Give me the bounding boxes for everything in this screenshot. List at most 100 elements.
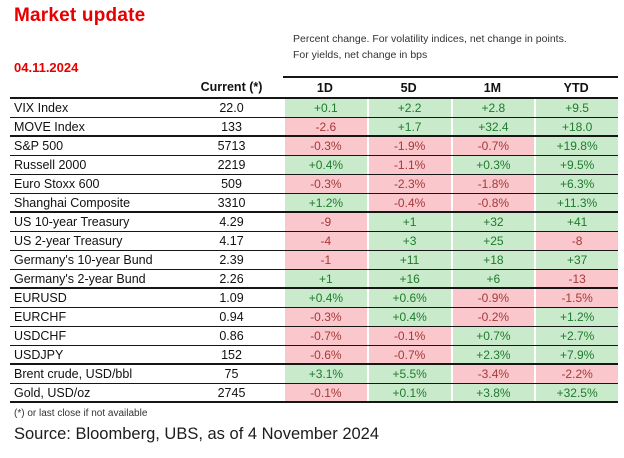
instrument-label: Brent crude, USD/bbl	[14, 367, 133, 381]
change-cell: +41	[534, 213, 618, 231]
instrument-label: Shanghai Composite	[14, 195, 131, 210]
table-row: Shanghai Composite 3310 +1.2% -0.4% -0.8…	[10, 194, 618, 213]
change-cell: -0.1%	[283, 384, 367, 401]
change-cell: -0.7%	[366, 346, 451, 363]
instrument-label: Russell 2000	[14, 158, 87, 172]
change-cell: -0.2%	[450, 308, 535, 326]
table-row: US 2-year Treasury 4.17 -4 +3 +25 -8	[10, 232, 618, 251]
change-cell: -4	[283, 232, 367, 250]
current-value: 2745	[217, 385, 246, 400]
change-cell: +32.4	[450, 118, 535, 135]
instrument-label: USDCHF	[14, 329, 67, 343]
current-value: 75	[224, 367, 239, 381]
methodology-note: Percent change. For volatility indices, …	[293, 31, 567, 64]
table-row: Euro Stoxx 600 509 -0.3% -2.3% -1.8% +6.…	[10, 175, 618, 194]
current-value: 2.39	[219, 253, 244, 267]
change-cell: +16	[366, 270, 451, 287]
change-cell: -2.2%	[534, 365, 618, 383]
table-row: Russell 2000 2219 +0.4% -1.1% +0.3% +9.5…	[10, 156, 618, 175]
instrument-label: MOVE Index	[14, 119, 85, 134]
instrument-label: Gold, USD/oz	[14, 385, 91, 400]
change-cell: +0.4%	[366, 308, 451, 326]
change-cell: +1	[283, 270, 367, 287]
column-header-5d: 5D	[366, 76, 451, 97]
change-cell: +0.1%	[366, 384, 451, 401]
table-row: EURCHF 0.94 -0.3% +0.4% -0.2% +1.2%	[10, 308, 618, 327]
change-cell: -0.4%	[366, 194, 451, 211]
current-value: 3310	[217, 195, 246, 210]
report-date: 04.11.2024	[14, 60, 79, 75]
change-cell: -1.1%	[366, 156, 451, 174]
table-row: MOVE Index 133 -2.6 +1.7 +32.4 +18.0	[10, 118, 618, 137]
methodology-note-line2: For yields, net change in bps	[293, 49, 428, 62]
change-cell: -0.7%	[283, 327, 367, 345]
instrument-label: EURUSD	[14, 291, 67, 305]
change-cell: +37	[534, 251, 618, 269]
change-cell: -1.9%	[366, 137, 451, 155]
change-cell: -0.1%	[366, 327, 451, 345]
current-value: 0.94	[219, 310, 244, 324]
change-cell: +0.4%	[283, 156, 367, 174]
market-table-body: VIX Index 22.0 +0.1 +2.2 +2.8 +9.5 MOVE …	[10, 99, 618, 403]
change-cell: -13	[534, 270, 618, 287]
methodology-note-line1: Percent change. For volatility indices, …	[293, 33, 567, 45]
change-cell: +11.3%	[534, 194, 618, 211]
change-cell: +25	[450, 232, 535, 250]
change-cell: +9.5%	[534, 156, 618, 174]
change-cell: +0.3%	[450, 156, 535, 174]
instrument-label: Germany's 10-year Bund	[14, 253, 153, 267]
change-cell: +0.6%	[366, 289, 451, 307]
instrument-label: Germany's 2-year Bund	[14, 271, 146, 286]
change-cell: +1.7	[366, 118, 451, 135]
change-cell: +0.1	[283, 99, 367, 117]
change-cell: +0.7%	[450, 327, 535, 345]
table-row: Germany's 2-year Bund 2.26 +1 +16 +6 -13	[10, 270, 618, 289]
table-row: USDJPY 152 -0.6% -0.7% +2.3% +7.9%	[10, 346, 618, 365]
table-row: Gold, USD/oz 2745 -0.1% +0.1% +3.8% +32.…	[10, 384, 618, 403]
change-cell: +1	[366, 213, 451, 231]
change-cell: -8	[534, 232, 618, 250]
change-cell: +11	[366, 251, 451, 269]
change-cell: +19.8%	[534, 137, 618, 155]
change-cell: +2.3%	[450, 346, 535, 363]
instrument-label: S&P 500	[14, 139, 64, 153]
instrument-label: VIX Index	[14, 101, 69, 115]
change-cell: +3	[366, 232, 451, 250]
current-column-header: Current (*)	[200, 79, 263, 94]
change-cell: +18.0	[534, 118, 618, 135]
table-row: US 10-year Treasury 4.29 -9 +1 +32 +41	[10, 213, 618, 232]
current-value: 133	[221, 119, 242, 134]
column-header-1d: 1D	[283, 76, 367, 97]
change-cell: +1.2%	[534, 308, 618, 326]
table-header-row: Current (*) 1D 5D 1M YTD	[10, 76, 618, 99]
change-cell: +2.7%	[534, 327, 618, 345]
instrument-label: US 10-year Treasury	[14, 215, 130, 229]
page-title: Market update	[14, 5, 146, 26]
table-row: EURUSD 1.09 +0.4% +0.6% -0.9% -1.5%	[10, 289, 618, 308]
table-row: Germany's 10-year Bund 2.39 -1 +11 +18 +…	[10, 251, 618, 270]
change-cell: +3.1%	[283, 365, 367, 383]
instrument-label: US 2-year Treasury	[14, 234, 123, 248]
change-cell: +6.3%	[534, 175, 618, 193]
change-cell: -9	[283, 213, 367, 231]
change-cell: +32.5%	[534, 384, 618, 401]
instrument-label: USDJPY	[14, 347, 64, 362]
change-cell: +0.4%	[283, 289, 367, 307]
change-cell: -3.4%	[450, 365, 535, 383]
change-cell: -0.8%	[450, 194, 535, 211]
current-value: 0.86	[219, 329, 244, 343]
table-row: VIX Index 22.0 +0.1 +2.2 +2.8 +9.5	[10, 99, 618, 118]
table-row: USDCHF 0.86 -0.7% -0.1% +0.7% +2.7%	[10, 327, 618, 346]
change-cell: +18	[450, 251, 535, 269]
change-cell: -0.3%	[283, 137, 367, 155]
column-header-ytd: YTD	[534, 76, 618, 97]
change-cell: +2.2	[366, 99, 451, 117]
change-cell: -1.8%	[450, 175, 535, 193]
change-cell: -0.3%	[283, 175, 367, 193]
change-cell: +2.8	[450, 99, 535, 117]
change-cell: -1.5%	[534, 289, 618, 307]
table-row: Brent crude, USD/bbl 75 +3.1% +5.5% -3.4…	[10, 365, 618, 384]
instrument-header-spacer	[10, 76, 180, 97]
change-cell: +1.2%	[283, 194, 367, 211]
